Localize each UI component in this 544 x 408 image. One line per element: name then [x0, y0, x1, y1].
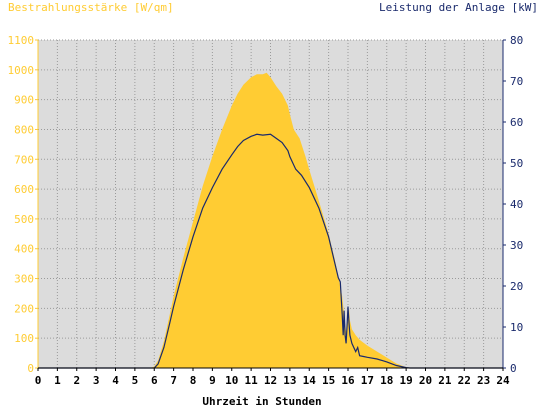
x-tick-label: 15 — [322, 374, 335, 387]
x-tick-label: 1 — [54, 374, 61, 387]
left-tick-label: 100 — [14, 332, 34, 345]
x-tick-label: 0 — [35, 374, 42, 387]
right-tick-label: 0 — [510, 362, 517, 375]
x-tick-label: 12 — [264, 374, 277, 387]
left-tick-label: 400 — [14, 243, 34, 256]
x-tick-label: 23 — [477, 374, 490, 387]
right-tick-label: 60 — [510, 116, 523, 129]
power-line — [38, 133, 503, 369]
x-tick-label: 8 — [190, 374, 197, 387]
right-tick-label: 50 — [510, 157, 523, 170]
x-tick-label: 10 — [225, 374, 238, 387]
x-tick-label: 16 — [341, 374, 355, 387]
x-tick-label: 13 — [283, 374, 296, 387]
x-tick-label: 3 — [93, 374, 100, 387]
left-tick-label: 300 — [14, 273, 34, 286]
x-tick-label: 18 — [380, 374, 393, 387]
right-tick-label: 20 — [510, 280, 523, 293]
left-tick-label: 1000 — [8, 64, 35, 77]
x-tick-label: 6 — [151, 374, 158, 387]
x-tick-label: 22 — [458, 374, 471, 387]
x-tick-label: 9 — [209, 374, 216, 387]
irradiance-area — [38, 72, 503, 369]
left-tick-label: 900 — [14, 94, 34, 107]
right-tick-label: 10 — [510, 321, 523, 334]
right-tick-label: 70 — [510, 75, 523, 88]
left-tick-label: 700 — [14, 153, 34, 166]
x-tick-label: 14 — [303, 374, 317, 387]
left-axis-title: Bestrahlungsstärke [W/qm] — [8, 1, 174, 14]
x-tick-label: 5 — [132, 374, 139, 387]
series-layer — [38, 72, 503, 369]
left-tick-label: 500 — [14, 213, 34, 226]
right-tick-label: 80 — [510, 34, 523, 47]
x-tick-label: 21 — [438, 374, 452, 387]
tick-labels: 0100200300400500600700800900100011000102… — [8, 34, 524, 387]
x-tick-label: 20 — [419, 374, 432, 387]
x-tick-label: 4 — [112, 374, 119, 387]
left-tick-label: 1100 — [8, 34, 35, 47]
right-axis-title: Leistung der Anlage [kW] — [379, 1, 538, 14]
left-tick-label: 800 — [14, 123, 34, 136]
right-tick-label: 40 — [510, 198, 523, 211]
x-axis-title: Uhrzeit in Stunden — [202, 395, 321, 408]
x-tick-label: 17 — [361, 374, 374, 387]
right-tick-label: 30 — [510, 239, 523, 252]
x-tick-label: 7 — [170, 374, 177, 387]
left-tick-label: 200 — [14, 302, 34, 315]
left-tick-label: 600 — [14, 183, 34, 196]
x-tick-label: 11 — [245, 374, 259, 387]
left-tick-label: 0 — [27, 362, 34, 375]
x-tick-label: 19 — [400, 374, 413, 387]
x-tick-label: 2 — [73, 374, 80, 387]
axes — [35, 39, 506, 371]
x-tick-label: 24 — [496, 374, 510, 387]
